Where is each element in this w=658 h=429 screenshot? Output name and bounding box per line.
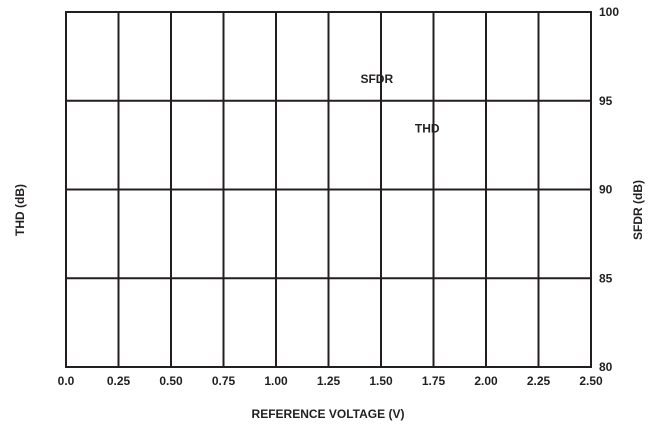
series-label-sfdr: SFDR (360, 72, 393, 86)
y-right-tick-label: 85 (599, 271, 613, 285)
x-tick-label: 2.25 (527, 374, 551, 388)
y-right-tick-label: 100 (599, 5, 619, 19)
y-right-tick-label: 90 (599, 183, 613, 197)
grid (66, 12, 591, 367)
x-tick-label: 2.00 (474, 374, 498, 388)
x-tick-label: 1.75 (422, 374, 446, 388)
x-tick-label: 0.25 (107, 374, 131, 388)
x-tick-label: 1.25 (317, 374, 341, 388)
y-axis-label-left: THD (dB) (13, 184, 27, 236)
x-tick-label: 0.75 (212, 374, 236, 388)
x-tick-labels: 0.0 0.25 0.50 0.75 1.00 1.25 1.50 1.75 2.00 2.25 2… (58, 374, 603, 388)
y-right-tick-labels: 80 85 90 95 100 (599, 5, 619, 374)
x-tick-label: 0.50 (159, 374, 183, 388)
x-axis-label: REFERENCE VOLTAGE (V) (252, 407, 405, 421)
x-tick-label: 1.50 (369, 374, 393, 388)
series-label-thd: THD (415, 122, 440, 136)
y-axis-label-right: SFDR (dB) (631, 180, 645, 240)
y-right-tick-label: 80 (599, 360, 613, 374)
x-tick-label: 1.00 (264, 374, 288, 388)
x-tick-label: 2.50 (579, 374, 603, 388)
y-right-tick-label: 95 (599, 94, 613, 108)
plot-frame (65, 11, 592, 368)
series-labels: SFDR THD (360, 72, 439, 136)
x-tick-label: 0.0 (58, 374, 75, 388)
